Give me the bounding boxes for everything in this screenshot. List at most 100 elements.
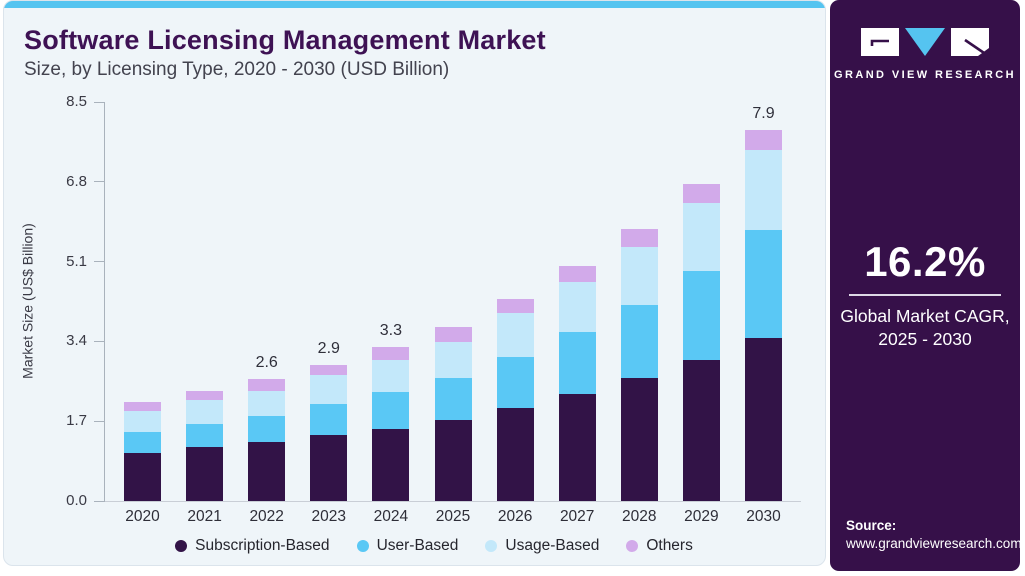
gvr-logo-text: GRAND VIEW RESEARCH [834,69,1016,81]
bar-2026-segment-subscription-based [496,408,534,501]
bar-2020-segment-user-based [124,432,161,453]
bar-2030-segment-others [745,130,782,150]
source-url: www.grandviewresearch.com [846,536,1022,551]
x-tick-label-2027: 2027 [559,508,595,525]
legend: Subscription-Based User-Based Usage-Based O… [64,537,804,555]
bar-2026-segment-user-based [496,356,534,409]
bar-2024-segment-others [372,346,410,361]
x-tick-label-2024: 2024 [373,508,409,525]
gvr-logo-icon [861,28,991,59]
bar-2025-segment-usage-based [434,341,472,379]
bar-2030-segment-subscription-based [745,338,782,501]
bar-2023-segment-usage-based [310,374,348,404]
bar-2024-segment-user-based [372,391,410,429]
bar-2020-segment-others [124,401,161,412]
legend-item-others: Others [626,537,693,555]
bar-2020-segment-subscription-based [124,452,161,501]
legend-dot-icon [626,540,639,552]
source-label: Source: [846,518,897,533]
y-tick-label: 6.8 [66,172,87,190]
bar-2021-segment-subscription-based [186,447,224,501]
legend-label: Others [646,537,693,554]
legend-label: Usage-Based [505,537,600,554]
bar-2028-segment-usage-based [620,246,658,305]
bar-2022-segment-usage-based [248,390,286,416]
bar-2023-total-label: 2.9 [317,339,340,357]
cagr-value: 16.2% [864,238,986,285]
bar-2030-segment-user-based [745,230,782,339]
cagr-label-line2: 2025 - 2030 [878,329,972,349]
y-tick-mark [94,181,105,183]
y-tick-mark [94,340,105,342]
bar-2023-segment-user-based [310,403,348,436]
y-tick-label: 8.5 [66,93,87,110]
bar-2027-segment-user-based [558,332,596,394]
bar-2029-segment-subscription-based [682,359,720,501]
legend-item-subscription-based: Subscription-Based [175,537,330,555]
cagr-label-line1: Global Market CAGR, [840,306,1010,326]
x-tick-label-2029: 2029 [684,508,719,525]
bar-2023-segment-subscription-based [310,435,348,501]
y-axis-title: Market Size (US$ Billion) [19,223,36,379]
legend-dot-icon [356,540,369,552]
legend-label: User-Based [376,537,459,554]
bar-2025-segment-subscription-based [434,420,472,501]
legend-label: Subscription-Based [195,537,330,554]
bar-2022-total-label: 2.6 [255,353,278,371]
y-tick-label: 3.4 [66,332,87,350]
top-accent-strip [4,1,825,8]
bar-2030-total-label: 7.9 [752,105,775,123]
y-tick-label: 1.7 [66,412,87,430]
bar-2030-segment-usage-based [745,149,782,231]
y-tick-mark [94,420,105,422]
x-tick-label-2026: 2026 [497,508,533,525]
bar-2029-segment-usage-based [682,203,720,271]
bar-2020-segment-usage-based [124,411,161,433]
cagr-block: 16.2% Global Market CAGR, 2025 - 2030 [830,238,1020,351]
legend-item-user-based: User-Based [356,537,459,555]
bar-2028-segment-subscription-based [620,378,658,501]
y-tick-mark [94,261,105,263]
bar-2022-segment-others [248,378,286,391]
legend-dot-icon [175,540,188,552]
plot-area: 0.0 1.7 3.4 5.1 6.8 8.5 2020 2021 2.6 2022 2.9 2023… [66,93,801,525]
sidebar: GRAND VIEW RESEARCH 16.2% Global Market … [830,0,1022,571]
x-tick-label-2020: 2020 [125,508,160,525]
x-tick-label-2023: 2023 [311,508,347,525]
y-tick-mark [94,101,105,103]
bar-2027-segment-usage-based [558,282,596,333]
bar-2028-segment-others [620,229,658,247]
y-tick-label: 5.1 [66,252,87,270]
bar-2021-segment-usage-based [186,400,224,425]
bar-2024-segment-subscription-based [372,428,410,501]
x-tick-label-2028: 2028 [622,508,657,525]
bar-2029-segment-user-based [682,271,720,360]
x-tick-label-2021: 2021 [187,508,222,525]
cagr-divider [849,294,1001,296]
bar-2022-segment-subscription-based [248,442,286,501]
bar-2025-segment-others [434,327,472,342]
y-tick-mark [94,500,105,502]
bar-2027-segment-subscription-based [558,393,596,501]
bar-2022-segment-user-based [248,415,286,443]
legend-item-usage-based: Usage-Based [485,537,599,555]
legend-dot-icon [485,540,498,552]
gvr-logo: GRAND VIEW RESEARCH [830,26,1020,81]
x-tick-label-2025: 2025 [435,508,471,525]
bar-2026-segment-others [496,299,534,314]
x-tick-label-2022: 2022 [249,508,284,525]
x-tick-label-2030: 2030 [746,508,781,525]
bar-2027-segment-others [558,266,596,283]
bar-2023-segment-others [310,364,348,375]
y-tick-label: 0.0 [66,492,87,509]
bar-2021-segment-user-based [186,424,224,448]
chart-card: Software Licensing Management Market Siz… [3,0,826,566]
bar-2026-segment-usage-based [496,313,534,357]
bar-2021-segment-others [186,391,224,401]
bar-2024-segment-usage-based [372,360,410,392]
source-block: Source: www.grandviewresearch.com [846,518,1022,551]
bar-2024-total-label: 3.3 [379,321,403,339]
bar-2028-segment-user-based [620,304,658,379]
bar-2029-segment-others [682,184,720,204]
